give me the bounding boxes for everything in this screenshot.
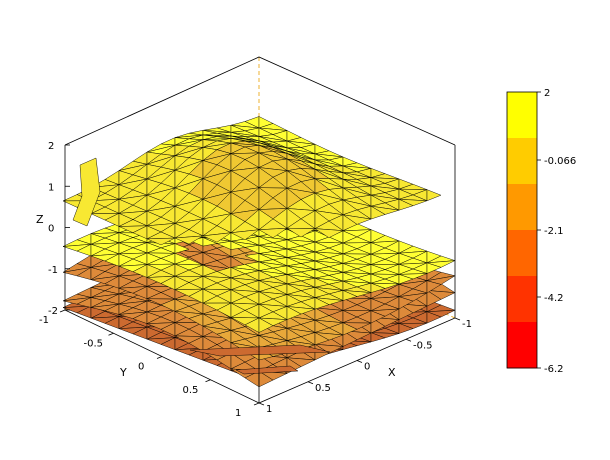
surface-facet — [370, 310, 386, 324]
surface-facet — [286, 306, 302, 320]
z-tick-label: -2 — [48, 306, 58, 317]
surface-facet — [342, 330, 358, 347]
x-tick-mark — [356, 360, 363, 363]
y-tick-label: -1 — [39, 315, 49, 326]
surface-mesh — [62, 116, 456, 388]
y-tick-label: 0.5 — [183, 385, 199, 396]
colorbar-band — [507, 92, 537, 139]
surface-facet — [235, 365, 299, 375]
y-axis: -1 -0.5 0 0.5 1 — [39, 309, 260, 419]
surface-facet — [314, 297, 330, 310]
surface-facet — [146, 237, 176, 246]
x-axis: -1 -0.5 0 0.5 1 — [258, 317, 472, 415]
surface-facet — [398, 274, 414, 285]
surface-facet — [230, 241, 246, 250]
surface-facet — [202, 232, 232, 243]
surface-facet — [174, 243, 190, 254]
x-axis-label: X — [388, 366, 396, 379]
colorbar-label: -4.2 — [544, 293, 564, 304]
x-tick-label: 0.5 — [315, 383, 331, 394]
colorbar-label: -6.2 — [544, 364, 564, 375]
x-tick-mark — [454, 317, 461, 321]
z-tick-label: 0 — [48, 224, 54, 235]
y-tick-mark — [108, 332, 114, 336]
x-tick-label: 0 — [364, 362, 370, 373]
colorbar-label: 2 — [544, 88, 550, 99]
z-axis: -2 -1 0 1 2 — [48, 141, 70, 317]
surface-facet — [398, 323, 414, 334]
colorbar-label: -2.1 — [544, 226, 564, 237]
surface-facet — [72, 157, 101, 227]
x-tick-mark — [307, 381, 314, 385]
y-tick-label: -0.5 — [84, 338, 104, 349]
surface-facet — [202, 237, 218, 247]
surface-facet — [426, 311, 442, 324]
surface-facet — [342, 214, 358, 231]
surface-facet — [286, 227, 316, 238]
colorbar-band — [507, 276, 537, 323]
colorbar-band — [507, 184, 537, 231]
surface-facet — [426, 262, 442, 274]
surface-facet — [398, 199, 414, 211]
x-tick-label: -1 — [462, 319, 472, 330]
z-axis-label: Z — [36, 213, 44, 226]
x-tick-label: 1 — [266, 404, 272, 415]
surface-facet — [370, 205, 386, 220]
surface-facet — [398, 303, 414, 320]
y-tick-mark — [156, 356, 163, 359]
y-tick-mark — [59, 309, 66, 313]
surface-facet — [342, 290, 358, 301]
surface-facet — [370, 282, 386, 293]
x-tick-mark — [258, 402, 265, 406]
colorbar: 2 -0.066 -2.1 -4.2 -6.2 — [506, 88, 576, 375]
surface-facet — [258, 317, 274, 333]
y-tick-mark — [253, 402, 260, 406]
x-tick-mark — [405, 338, 412, 342]
surface-facet — [189, 344, 331, 357]
surface-facet — [426, 290, 442, 307]
y-axis-label: Y — [119, 366, 127, 379]
colorbar-label: -0.066 — [544, 156, 576, 167]
z-tick-label: -1 — [48, 265, 58, 276]
y-tick-label: 0 — [138, 362, 144, 373]
z-tick-label: 2 — [48, 141, 54, 152]
y-tick-label: 1 — [235, 408, 241, 419]
surface-facet — [370, 332, 386, 343]
x-tick-label: -0.5 — [413, 340, 433, 351]
surface-facet — [258, 227, 288, 239]
surface-facet — [314, 332, 330, 346]
colorbar-band — [507, 230, 537, 277]
z-tick-label: 1 — [48, 182, 54, 193]
colorbar-band — [507, 138, 537, 185]
y-tick-mark — [205, 379, 211, 383]
surface-facet — [426, 280, 442, 294]
colorbar-band — [507, 322, 537, 369]
surface-facet — [342, 322, 358, 336]
surface-facet — [230, 229, 260, 241]
surface-facet — [426, 189, 442, 201]
surface-facet — [398, 296, 414, 310]
surface-facet — [174, 235, 204, 245]
surface-facet — [314, 228, 344, 238]
